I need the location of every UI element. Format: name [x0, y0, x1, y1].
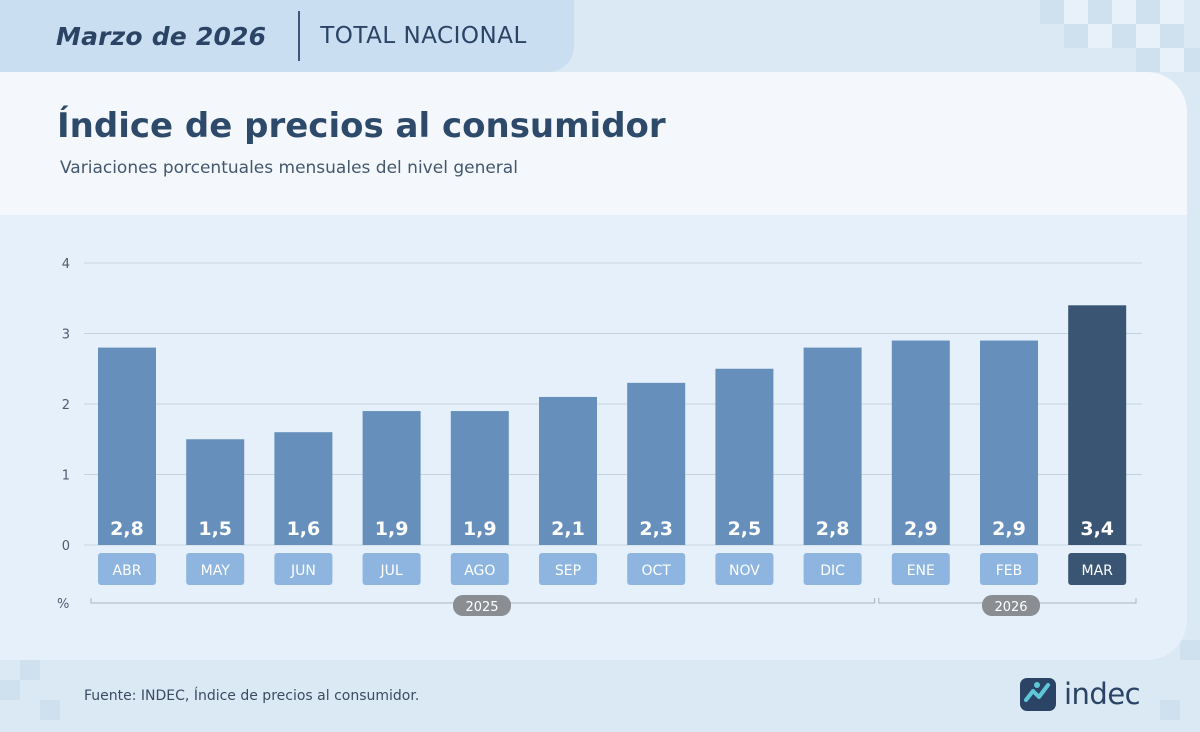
bar-nov [715, 368, 774, 545]
bar-ene [891, 340, 950, 545]
x-tick-label-jul: JUL [380, 563, 403, 579]
data-label-may: 1,5 [198, 518, 232, 540]
chart-subtitle: Variaciones porcentuales mensuales del n… [60, 158, 518, 178]
data-label-jul: 1,9 [375, 518, 409, 540]
bar-jul [362, 411, 421, 545]
header-separator [298, 11, 301, 61]
data-label-feb: 2,9 [992, 518, 1026, 540]
header-tab: Marzo de 2026 TOTAL NACIONAL [0, 0, 574, 72]
data-label-nov: 2,5 [728, 518, 762, 540]
month-label-bg-jul [362, 553, 421, 585]
data-label-ene: 2,9 [904, 518, 938, 540]
month-label-bg-mar [1068, 553, 1127, 585]
source-note: Fuente: INDEC, Índice de precios al cons… [84, 688, 420, 704]
year-pill-2026 [982, 595, 1040, 616]
bar-jun [274, 432, 333, 545]
indec-logo-text: indec [1064, 677, 1141, 711]
bar-oct [627, 382, 686, 545]
y-tick-label-2: 2 [62, 398, 70, 413]
bar-sep [539, 396, 597, 545]
month-label-bg-feb [980, 553, 1038, 585]
x-tick-label-oct: OCT [642, 563, 672, 579]
y-axis-unit: % [57, 597, 69, 612]
y-tick-label-3: 3 [62, 328, 70, 343]
data-label-mar: 3,4 [1080, 518, 1114, 540]
month-label-bg-jun [274, 553, 333, 585]
bar-abr [98, 347, 156, 545]
report-scope: TOTAL NACIONAL [320, 23, 527, 49]
month-label-bg-may [186, 553, 245, 585]
year-label-2025: 2025 [465, 600, 498, 615]
bar-feb [980, 340, 1038, 545]
month-label-bg-dic [803, 553, 862, 585]
data-label-abr: 2,8 [110, 518, 144, 540]
report-date: Marzo de 2026 [56, 21, 267, 51]
data-label-sep: 2,1 [551, 518, 585, 540]
chart-title: Índice de precios al consumidor [57, 106, 666, 146]
y-tick-label-4: 4 [62, 257, 70, 272]
x-tick-label-ago: AGO [464, 563, 495, 579]
indec-logo-icon [1020, 678, 1056, 711]
x-tick-label-abr: ABR [113, 563, 142, 579]
data-label-oct: 2,3 [639, 518, 673, 540]
year-label-2026: 2026 [994, 600, 1027, 615]
bar-mar [1068, 305, 1127, 545]
x-tick-label-mar: MAR [1082, 563, 1114, 579]
y-tick-label-1: 1 [62, 469, 70, 484]
bar-ago [450, 411, 509, 545]
data-label-jun: 1,6 [287, 518, 321, 540]
x-tick-label-sep: SEP [555, 563, 581, 579]
y-tick-label-0: 0 [62, 539, 70, 554]
data-label-ago: 1,9 [463, 518, 497, 540]
x-tick-label-may: MAY [201, 563, 231, 579]
year-pill-2025 [453, 595, 511, 616]
bar-may [186, 439, 245, 545]
month-label-bg-abr [98, 553, 156, 585]
month-label-bg-nov [715, 553, 774, 585]
data-label-dic: 2,8 [816, 518, 850, 540]
bar-dic [803, 347, 862, 545]
x-tick-label-dic: DIC [820, 563, 845, 579]
month-label-bg-ago [450, 553, 509, 585]
x-tick-label-feb: FEB [996, 563, 1023, 579]
x-tick-label-nov: NOV [729, 563, 760, 579]
chart-card-header: Índice de precios al consumidor Variacio… [0, 72, 1187, 215]
month-label-bg-ene [891, 553, 950, 585]
x-tick-label-ene: ENE [907, 563, 935, 579]
indec-logo: indec [1020, 676, 1141, 712]
month-label-bg-sep [539, 553, 597, 585]
month-label-bg-oct [627, 553, 686, 585]
x-tick-label-jun: JUN [290, 563, 316, 579]
